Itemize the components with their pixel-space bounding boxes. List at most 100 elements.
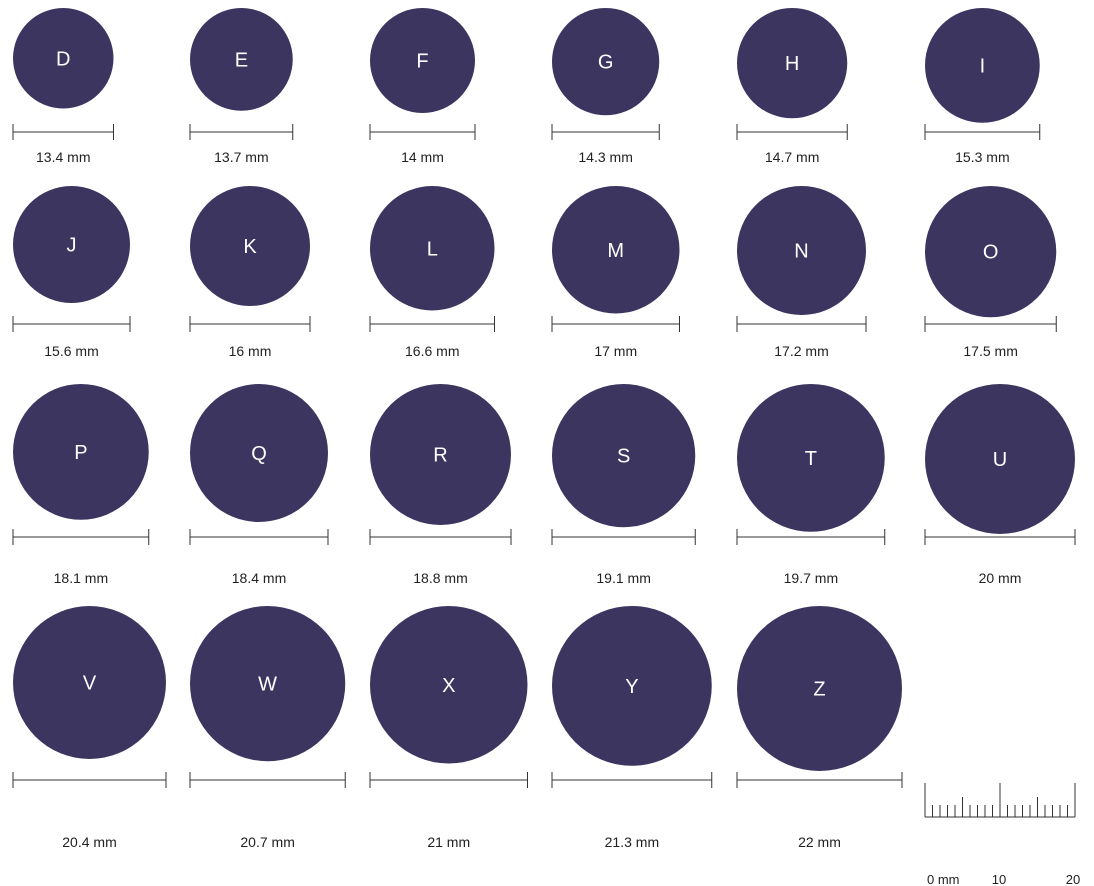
ring-measure-bar-z (736, 772, 903, 788)
ring-measure-bar-h (736, 124, 848, 140)
ring-letter-k: K (243, 236, 257, 258)
ring-measure-bar-o (924, 316, 1057, 332)
ring-measure-bar-p (12, 529, 150, 545)
ring-circle-p (13, 384, 149, 520)
ring-circle-x (370, 606, 528, 764)
ring-measure-bar-q (189, 529, 329, 545)
ruler-label-1: 10 (992, 872, 1006, 886)
ring-size-n: N 17.2 mm (736, 186, 867, 359)
ring-circle-n (737, 186, 866, 315)
ring-circle-f (370, 8, 475, 113)
ring-measure-bar-s (551, 529, 696, 545)
ring-circle-k (190, 186, 310, 306)
ring-size-i: I 15.3 mm (924, 8, 1041, 165)
ring-circle-v (13, 606, 166, 759)
ring-measure-bar-v (12, 772, 167, 788)
ring-size-label-h: 14.7 mm (765, 149, 819, 165)
ring-size-l: L 16.6 mm (369, 186, 495, 359)
ring-size-v: V 20.4 mm (12, 606, 167, 850)
ring-letter-p: P (74, 442, 87, 464)
ring-letter-o: O (983, 242, 999, 264)
ring-measure-bar-l (369, 316, 495, 332)
ring-size-label-l: 16.6 mm (405, 343, 459, 359)
ring-size-label-z: 22 mm (798, 834, 841, 850)
ring-size-g: G 14.3 mm (551, 8, 660, 165)
ruler-label-0: 0 mm (927, 872, 960, 886)
ring-size-z: Z 22 mm (736, 606, 903, 850)
ring-measure-bar-d (12, 124, 114, 140)
ring-measure-bar-u (924, 529, 1076, 545)
ring-circle-s (552, 384, 696, 528)
ring-size-r: R 18.8 mm (369, 384, 512, 586)
ring-measure-bar-i (924, 124, 1041, 140)
ring-letter-f: F (416, 51, 428, 73)
ring-measure-bar-g (551, 124, 660, 140)
ring-letter-v: V (83, 673, 97, 695)
ring-size-u: U 20 mm (924, 384, 1076, 586)
ring-size-label-e: 13.7 mm (214, 149, 268, 165)
ring-size-m: M 17 mm (551, 186, 680, 359)
ring-size-label-p: 18.1 mm (54, 570, 108, 586)
ring-size-label-y: 21.3 mm (605, 834, 659, 850)
ring-size-j: J 15.6 mm (12, 186, 131, 359)
ring-size-x: X 21 mm (369, 606, 528, 850)
ring-circle-y (552, 606, 712, 766)
ring-size-label-w: 20.7 mm (240, 834, 294, 850)
ring-size-label-u: 20 mm (979, 570, 1022, 586)
ring-letter-z: Z (813, 679, 825, 701)
ring-measure-bar-k (189, 316, 311, 332)
ring-size-label-g: 14.3 mm (578, 149, 632, 165)
ring-circle-i (925, 8, 1040, 123)
ring-size-label-r: 18.8 mm (413, 570, 467, 586)
ring-measure-bar-e (189, 124, 294, 140)
ring-circle-l (370, 186, 495, 311)
ring-letter-x: X (442, 675, 455, 697)
ring-size-label-f: 14 mm (401, 149, 444, 165)
ring-size-label-t: 19.7 mm (784, 570, 838, 586)
ring-letter-g: G (598, 52, 614, 74)
ring-size-f: F 14 mm (369, 8, 476, 165)
ring-size-label-o: 17.5 mm (963, 343, 1017, 359)
ring-size-label-q: 18.4 mm (232, 570, 286, 586)
ring-measure-bar-n (736, 316, 867, 332)
ring-circle-g (552, 8, 660, 116)
ring-circle-r (370, 384, 511, 525)
ring-circle-j (13, 186, 130, 303)
ring-sizes: D 13.4 mm E 13.7 mm F 14 mm G 14.3 mm H 14.7 mm I 1… (12, 8, 1076, 850)
ring-letter-e: E (235, 49, 248, 71)
ring-size-h: H 14.7 mm (736, 8, 848, 165)
ring-size-p: P 18.1 mm (12, 384, 150, 586)
ring-letter-s: S (617, 446, 630, 468)
ring-size-label-d: 13.4 mm (36, 149, 90, 165)
ring-size-q: Q 18.4 mm (189, 384, 329, 586)
ring-circle-z (737, 606, 902, 771)
ring-circle-e (190, 8, 293, 111)
ring-measure-bar-y (551, 772, 713, 788)
ring-circle-o (925, 186, 1057, 318)
ring-letter-q: Q (251, 443, 267, 465)
ring-letter-j: J (67, 235, 77, 257)
ring-size-label-v: 20.4 mm (62, 834, 116, 850)
ring-size-w: W 20.7 mm (189, 606, 346, 850)
ring-circle-u (925, 384, 1075, 534)
ring-circle-d (13, 8, 114, 109)
ring-measure-bar-w (189, 772, 346, 788)
ring-size-label-j: 15.6 mm (44, 343, 98, 359)
ring-size-s: S 19.1 mm (551, 384, 696, 586)
ring-circle-q (190, 384, 328, 522)
ring-letter-w: W (258, 674, 277, 696)
ring-circle-t (737, 384, 885, 532)
ring-size-o: O 17.5 mm (924, 186, 1057, 359)
ring-letter-i: I (980, 55, 986, 77)
ring-measure-bar-f (369, 124, 476, 140)
ring-size-k: K 16 mm (189, 186, 311, 359)
ring-measure-bar-m (551, 316, 680, 332)
ring-size-label-m: 17 mm (594, 343, 637, 359)
ring-size-label-s: 19.1 mm (596, 570, 650, 586)
ring-size-label-x: 21 mm (427, 834, 470, 850)
ring-letter-y: Y (625, 676, 638, 698)
ring-size-t: T 19.7 mm (736, 384, 886, 586)
ring-letter-h: H (785, 53, 799, 75)
mm-ruler: 0 mm 10 20 (924, 783, 1080, 886)
